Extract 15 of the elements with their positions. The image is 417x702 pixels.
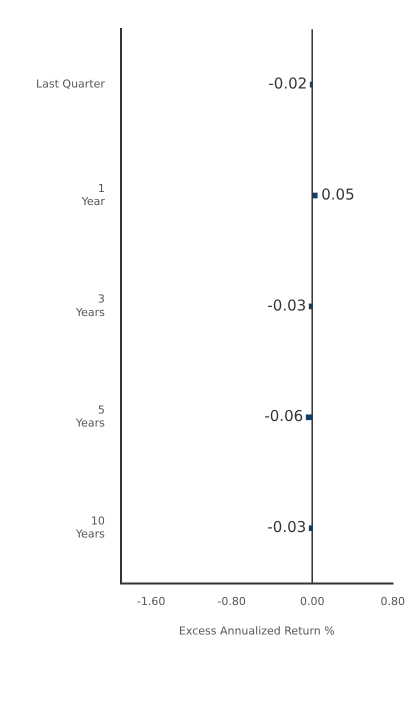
data-label: -0.06 <box>264 407 304 426</box>
x-axis-title: Excess Annualized Return % <box>178 624 335 638</box>
data-label: -0.02 <box>268 74 308 93</box>
y-tick-label: 3 Years <box>74 292 106 319</box>
y-tick-label: 5 Years <box>74 404 106 430</box>
x-tick-label: 0.80 <box>380 595 406 608</box>
y-tick-label: 1 Year <box>80 182 106 208</box>
data-label: 0.05 <box>321 185 355 204</box>
x-tick-label: -0.80 <box>217 595 246 608</box>
y-tick-label: Last Quarter <box>36 78 106 90</box>
y-tick-label: 10 Years <box>74 514 106 541</box>
data-label: -0.03 <box>267 518 306 536</box>
x-tick-label: 0.00 <box>300 595 324 608</box>
x-tick-label: -1.60 <box>136 595 166 608</box>
data-label: -0.03 <box>267 296 306 314</box>
